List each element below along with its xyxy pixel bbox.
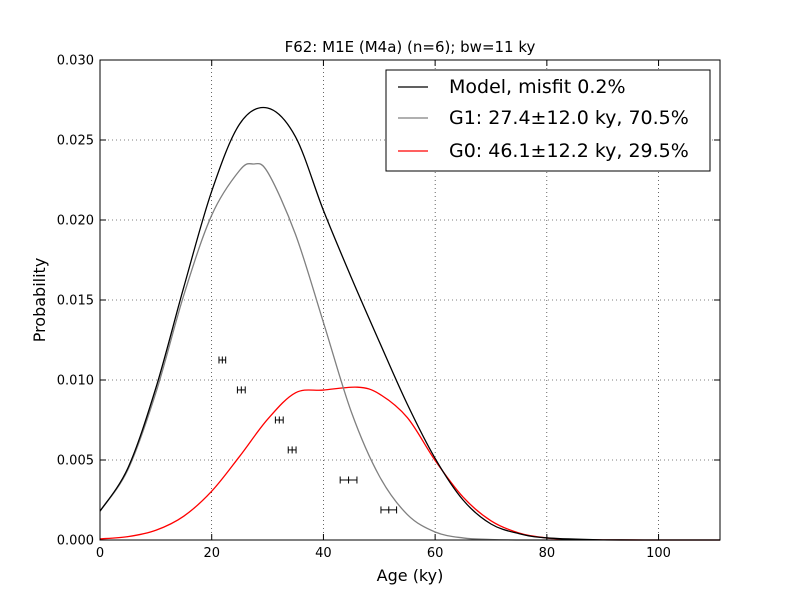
y-tick-label: 0.010 [57, 374, 94, 389]
axis-ticks: 0 20 40 60 80 100 0.000 0.005 0.010 0.015 0.020 0.0… [57, 54, 720, 561]
legend: Model, misfit 0.2% G1: 27.4±12.0 ky, 70.… [385, 69, 711, 172]
y-tick-label: 0.015 [57, 294, 94, 309]
y-tick-label: 0.025 [57, 134, 94, 149]
error-bar-point [287, 446, 297, 454]
x-tick-label: 60 [427, 546, 444, 561]
y-tick-label: 0.005 [57, 454, 94, 469]
y-axis-label: Probability [30, 258, 49, 343]
error-bar-point [218, 356, 227, 364]
error-bar-point [380, 506, 398, 514]
x-tick-label: 20 [203, 546, 220, 561]
chart-title: F62: M1E (M4a) (n=6); bw=11 ky [285, 38, 536, 56]
y-tick-label: 0.020 [57, 214, 94, 229]
x-axis-label: Age (ky) [377, 566, 444, 585]
x-tick-label: 100 [646, 546, 671, 561]
y-tick-label: 0.030 [57, 54, 94, 69]
series-line-0 [99, 106, 720, 541]
error-bar-point [274, 416, 284, 424]
error-bar-point [339, 476, 358, 484]
legend-entry-g0: G0: 46.1±12.2 ky, 29.5% [449, 140, 689, 162]
y-tick-label: 0.000 [57, 534, 94, 549]
legend-entry-g1: G1: 27.4±12.0 ky, 70.5% [449, 107, 689, 129]
x-tick-label: 40 [315, 546, 332, 561]
error-bars [218, 356, 398, 514]
error-bar-point [236, 386, 246, 394]
x-tick-label: 80 [539, 546, 556, 561]
legend-box [385, 69, 711, 172]
legend-entry-model: Model, misfit 0.2% [449, 76, 626, 98]
x-tick-label: 0 [96, 546, 104, 561]
